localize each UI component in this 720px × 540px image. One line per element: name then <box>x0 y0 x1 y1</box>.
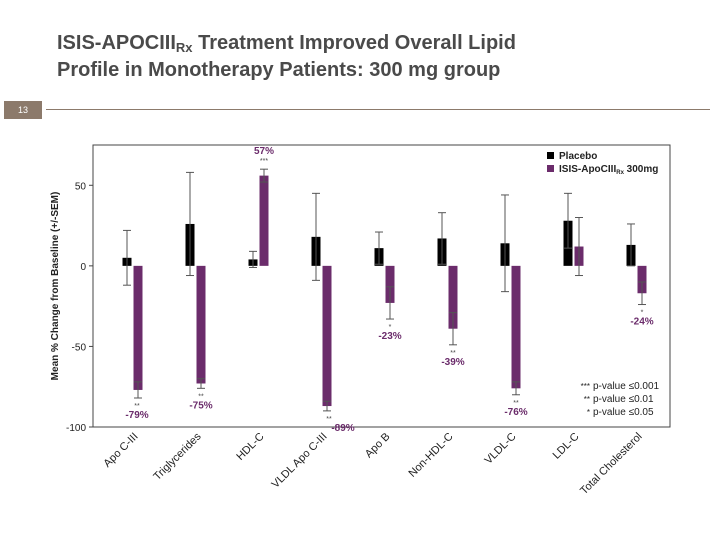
value-label: -89% <box>331 423 354 434</box>
x-tick-label: VLDL-C <box>482 431 518 467</box>
treatment-bar <box>196 265 206 384</box>
title-line-1: ISIS-APOCIIIRx Treatment Improved Overal… <box>57 32 516 55</box>
pvalue-note: p-value ≤0.05 <box>593 407 654 418</box>
y-tick-label: -100 <box>66 423 86 434</box>
header-divider <box>46 109 710 110</box>
y-axis-label: Mean % Change from Baseline (+/-SEM) <box>50 192 61 381</box>
legend-placebo-label: Placebo <box>559 151 597 162</box>
legend-treatment-swatch <box>547 165 554 172</box>
pvalue-stars: *** <box>581 382 590 391</box>
x-tick-label: Apo B <box>363 431 393 461</box>
value-label: -79% <box>125 410 148 421</box>
pvalue-stars: * <box>587 408 590 417</box>
significance-stars: ** <box>198 393 204 400</box>
treatment-bar <box>322 265 332 407</box>
value-label: -75% <box>189 400 212 411</box>
title-line-2: Profile in Monotherapy Patients: 300 mg … <box>57 59 501 81</box>
significance-stars: ** <box>450 350 456 357</box>
value-label: -39% <box>441 357 464 368</box>
slide-title: ISIS-APOCIIIRx Treatment Improved Overal… <box>57 30 697 84</box>
plot-frame <box>92 144 671 428</box>
x-tick-label: VLDL Apo C-III <box>270 431 330 491</box>
treatment-bar <box>448 265 458 329</box>
x-tick-label: Total Cholesterol <box>578 431 644 497</box>
x-tick-label: Non-HDL-C <box>406 431 455 480</box>
value-label: -23% <box>378 331 401 342</box>
y-tick-label: -50 <box>72 342 87 353</box>
legend-treatment-sub: Rx <box>616 170 624 176</box>
significance-stars: * <box>641 310 644 317</box>
y-tick-label: 0 <box>80 262 86 273</box>
value-label: -24% <box>630 317 653 328</box>
treatment-bar <box>259 175 269 266</box>
pvalue-note: p-value ≤0.01 <box>593 394 654 405</box>
significance-stars: ** <box>513 400 519 407</box>
value-label: -76% <box>504 407 527 418</box>
pvalue-note: p-value ≤0.001 <box>593 381 660 392</box>
x-tick-label: LDL-C <box>551 431 582 462</box>
x-tick-label: Triglycerides <box>151 430 204 483</box>
significance-stars: ** <box>326 416 332 423</box>
x-tick-label: HDL-C <box>234 431 266 463</box>
value-label: 57% <box>254 146 274 157</box>
treatment-bar <box>133 265 143 390</box>
significance-stars: ** <box>134 403 140 410</box>
legend-treatment-dose: 300mg <box>624 164 658 175</box>
legend-placebo-swatch <box>547 152 554 159</box>
legend-treatment-label: ISIS-ApoCIIIRx 300mg <box>559 164 658 176</box>
treatment-bar <box>511 265 521 389</box>
pvalue-stars: ** <box>584 395 590 404</box>
significance-stars: *** <box>260 158 268 165</box>
y-tick-label: 50 <box>75 181 87 192</box>
treatment-bar <box>385 265 395 303</box>
significance-stars: * <box>389 324 392 331</box>
x-tick-label: Apo C-III <box>101 431 140 470</box>
legend-treatment-name: ISIS-ApoCIII <box>559 164 616 175</box>
slide-number: 13 <box>4 101 42 119</box>
treatment-bar <box>637 265 647 294</box>
